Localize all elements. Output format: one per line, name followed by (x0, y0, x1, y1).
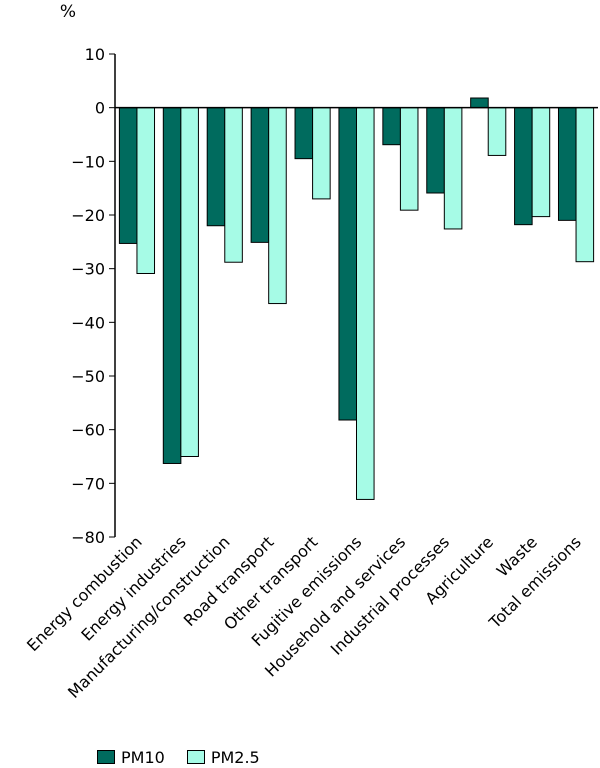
y-axis-label: % (60, 2, 76, 22)
bar-pm10 (557, 107, 577, 221)
bar-pm10 (294, 107, 314, 160)
bar-pm25 (531, 107, 551, 218)
bar-pm25 (399, 107, 419, 211)
x-tick-label: Manufacturing/construction (64, 532, 234, 702)
y-tick-label: −70 (71, 474, 105, 493)
y-tick-label: 10 (85, 45, 105, 64)
bar-pm25 (443, 107, 463, 230)
y-axis-ticks: 10 0 −10 −20 −30 −40 −50 −60 −70 −80 (71, 45, 115, 547)
axes (114, 54, 598, 537)
legend-item-pm25: PM2.5 (186, 747, 260, 767)
bar-pm25 (575, 107, 595, 263)
legend-swatch-pm25 (186, 750, 205, 764)
bar-pm10 (118, 107, 138, 244)
legend-label-pm25: PM2.5 (210, 747, 260, 767)
bar-pm25 (487, 107, 507, 156)
y-tick-label: −30 (71, 260, 105, 279)
y-tick-label: −20 (71, 206, 105, 225)
bar-pm10 (250, 107, 270, 243)
legend-swatch-pm10 (97, 750, 115, 764)
y-tick-label: −80 (71, 528, 105, 547)
bar-pm25 (312, 107, 331, 200)
y-tick-label: −60 (71, 421, 105, 440)
y-tick-label: −50 (71, 367, 105, 386)
y-tick-label: 0 (95, 99, 105, 118)
bar-pm10 (338, 107, 358, 421)
legend-label-pm10: PM10 (121, 747, 165, 767)
bar-pm10 (382, 107, 401, 146)
legend: PM10 PM2.5 (97, 747, 282, 767)
bar-pm10 (470, 97, 489, 109)
bar-pm10 (426, 107, 445, 194)
bars (118, 97, 595, 500)
bar-pm25 (268, 107, 287, 305)
bar-pm10 (514, 107, 533, 226)
bar-pm25 (356, 107, 375, 500)
bar-pm10 (162, 107, 182, 464)
bar-pm25 (180, 107, 199, 458)
bar-pm25 (224, 107, 243, 263)
bar-pm25 (136, 107, 156, 274)
bar-pm10 (206, 107, 226, 227)
y-tick-label: −10 (71, 152, 105, 171)
y-tick-label: −40 (71, 313, 105, 332)
legend-item-pm10: PM10 (97, 748, 165, 767)
